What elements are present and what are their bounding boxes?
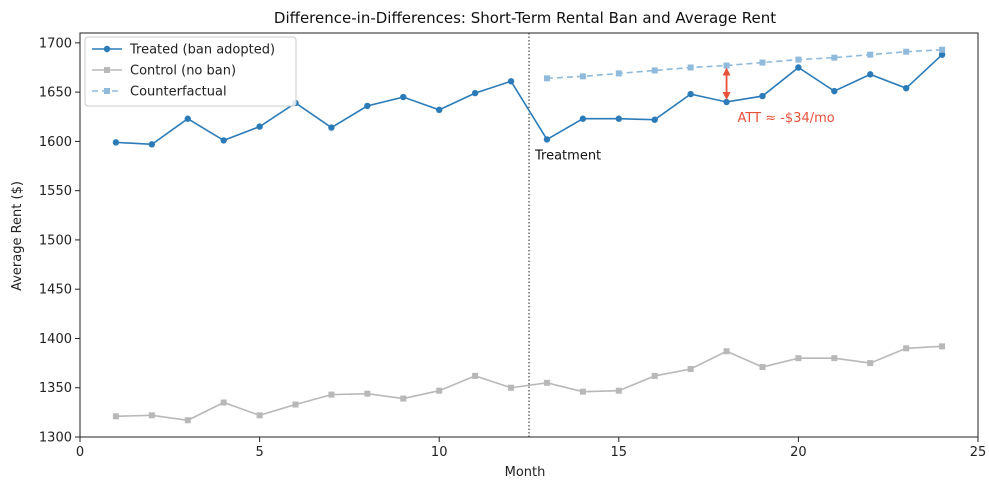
y-tick-label: 1350 <box>39 381 72 396</box>
data-point <box>543 75 550 82</box>
legend-label: Control (no ban) <box>130 64 236 79</box>
data-point <box>615 387 622 394</box>
y-tick-label: 1500 <box>39 233 72 248</box>
data-point <box>795 56 802 63</box>
x-tick-label: 5 <box>255 445 263 460</box>
data-point <box>579 115 587 122</box>
legend-marker <box>104 88 110 94</box>
y-axis-label: Average Rent ($) <box>10 181 25 291</box>
y-tick-label: 1650 <box>39 86 72 101</box>
legend-label: Counterfactual <box>130 85 227 100</box>
data-point <box>364 390 371 397</box>
x-tick-label: 10 <box>431 445 448 460</box>
data-point <box>220 399 227 406</box>
data-point <box>723 98 730 106</box>
data-point <box>256 412 263 419</box>
data-point <box>220 137 227 144</box>
data-point <box>112 139 120 146</box>
chart-title: Difference-in-Differences: Short-Term Re… <box>274 9 776 27</box>
data-point <box>759 364 766 371</box>
data-point <box>148 412 155 419</box>
series-line-treated-ban-adopted <box>115 54 943 146</box>
legend-marker <box>103 45 111 53</box>
data-point <box>400 93 407 101</box>
data-point <box>508 384 515 391</box>
x-tick-label: 15 <box>611 445 628 460</box>
data-point <box>436 387 443 394</box>
axes: 0 5 10 15 20 25 1300 1350 1400 1450 1500 1550 1600 16… <box>39 36 986 460</box>
data-point <box>759 92 766 100</box>
series-line-control-no-ban <box>115 345 943 422</box>
y-tick-label: 1400 <box>39 332 72 347</box>
data-point <box>615 115 622 122</box>
y-tick-label: 1450 <box>39 283 72 298</box>
data-point <box>364 102 371 110</box>
data-point <box>831 87 838 95</box>
data-point <box>903 48 910 55</box>
legend-marker <box>104 67 110 73</box>
treatment-line-group: Treatment <box>528 33 601 437</box>
att-arrow-head-down <box>722 91 731 100</box>
data-point <box>328 391 335 398</box>
data-point <box>867 360 874 367</box>
data-point <box>723 348 730 355</box>
data-point <box>831 54 838 61</box>
data-point <box>723 62 730 69</box>
annotation-group: ATT ≈ -$34/mo <box>722 67 835 126</box>
data-point <box>759 59 766 66</box>
data-point <box>292 401 299 408</box>
data-point <box>472 372 479 379</box>
data-point <box>867 71 874 78</box>
data-point <box>687 64 694 71</box>
legend: Treated (ban adopted) Control (no ban) Cou… <box>84 36 297 107</box>
data-point <box>867 51 874 58</box>
x-tick-label: 20 <box>790 445 807 460</box>
data-point <box>471 89 479 97</box>
data-point <box>651 116 658 123</box>
data-point <box>903 345 910 352</box>
data-point <box>507 78 515 85</box>
series-line-counterfactual <box>546 48 943 80</box>
data-point <box>436 106 443 114</box>
data-point <box>902 84 910 92</box>
data-point <box>615 70 622 77</box>
legend-label: Treated (ban adopted) <box>129 43 275 58</box>
y-tick-label: 1600 <box>39 135 72 150</box>
data-point <box>795 355 802 362</box>
plot-frame <box>79 32 979 438</box>
y-tick-label: 1700 <box>39 36 72 51</box>
data-point <box>148 141 156 148</box>
att-arrow-head-up <box>722 67 731 76</box>
att-label: ATT ≈ -$34/mo <box>738 111 835 126</box>
x-tick-label: 0 <box>76 445 84 460</box>
data-point <box>651 372 658 379</box>
data-point <box>579 388 586 395</box>
data-point <box>184 115 191 122</box>
data-point <box>543 379 550 386</box>
data-point <box>256 123 263 130</box>
x-axis-label: Month <box>505 465 546 480</box>
data-point <box>938 51 946 58</box>
data-point <box>831 355 838 362</box>
data-point <box>687 90 694 98</box>
data-point <box>651 67 658 74</box>
data-point <box>939 343 946 350</box>
series-group <box>112 46 946 424</box>
data-point <box>184 417 191 424</box>
data-point <box>112 413 119 420</box>
treatment-label: Treatment <box>534 148 601 163</box>
y-tick-label: 1550 <box>39 184 72 199</box>
data-point <box>939 46 946 53</box>
data-point <box>328 124 335 131</box>
data-point <box>795 64 802 71</box>
data-point <box>687 366 694 373</box>
data-point <box>400 395 407 402</box>
data-point <box>543 136 551 143</box>
x-tick-label: 25 <box>970 445 987 460</box>
y-tick-label: 1300 <box>39 431 72 446</box>
data-point <box>579 73 586 80</box>
legend-box <box>84 36 297 107</box>
